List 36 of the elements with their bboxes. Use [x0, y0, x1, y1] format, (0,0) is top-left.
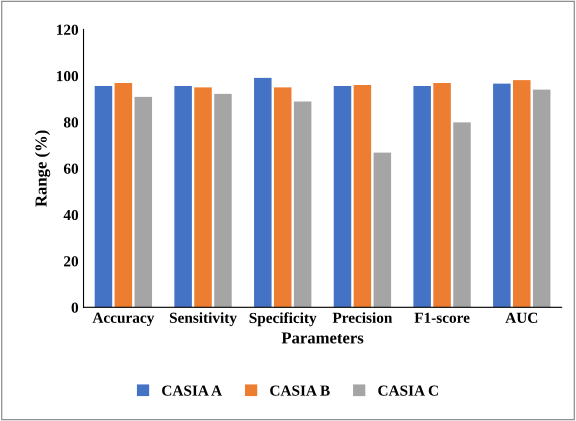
- y-tick-label: 40: [64, 210, 78, 220]
- bar: [294, 101, 312, 308]
- legend-label: CASIA B: [270, 385, 330, 396]
- bar: [214, 94, 232, 308]
- legend-label: CASIA C: [378, 385, 438, 396]
- x-tick-label: F1-score: [414, 312, 470, 323]
- x-axis-title: Parameters: [282, 332, 364, 344]
- bar: [374, 152, 392, 308]
- x-tick-label: Sensitivity: [170, 312, 237, 326]
- y-tick-label: 20: [64, 256, 78, 266]
- y-tick-label: 120: [56, 24, 78, 35]
- bar: [493, 84, 511, 308]
- bar: [134, 96, 152, 308]
- bar: [532, 90, 550, 308]
- bar: [512, 80, 531, 308]
- y-tick-label: 80: [64, 117, 78, 128]
- y-tick-label: 100: [56, 70, 78, 82]
- x-tick-label: Accuracy: [92, 312, 154, 326]
- bar: [94, 86, 112, 308]
- bar: [174, 86, 192, 308]
- bar: [433, 82, 451, 308]
- legend-label: CASIA A: [162, 385, 222, 396]
- x-tick-label: Precision: [332, 312, 392, 323]
- bar: [274, 87, 292, 308]
- bar: [114, 82, 132, 308]
- bar: [334, 86, 352, 308]
- bar: [413, 86, 431, 308]
- bar: [254, 78, 272, 308]
- bar: [453, 122, 471, 308]
- x-tick-label: Specificity: [250, 312, 317, 326]
- y-tick-label: 0: [72, 302, 78, 313]
- y-tick-label: 60: [64, 164, 78, 174]
- y-axis-title: Range (%): [34, 130, 50, 207]
- bar: [194, 87, 212, 308]
- bar: [354, 85, 372, 308]
- x-tick-label: AUC: [505, 312, 538, 323]
